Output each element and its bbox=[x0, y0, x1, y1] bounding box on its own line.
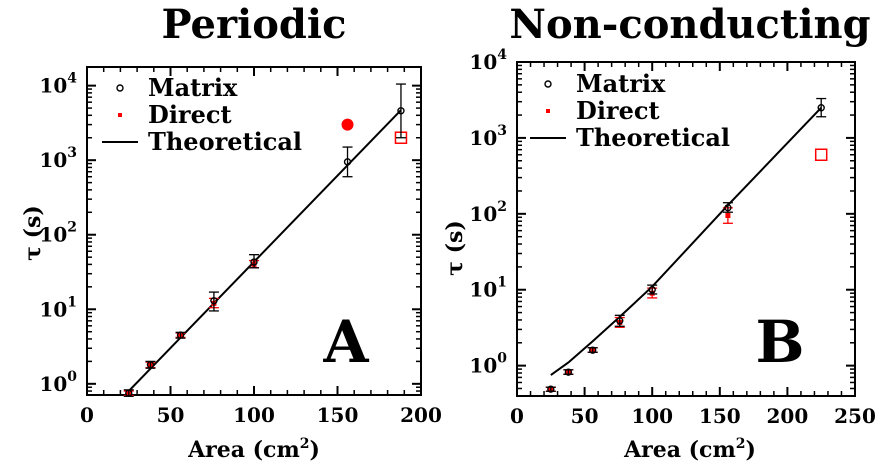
p1-legend-matrix-marker bbox=[544, 80, 552, 88]
p1-y-tick-label: 102 bbox=[469, 199, 507, 226]
p1-matrix-point bbox=[564, 368, 573, 376]
p0-matrix-point bbox=[250, 258, 258, 266]
panel-a-xlabel-close: ) bbox=[309, 437, 319, 463]
panel-b-ylabel: τ (s) bbox=[442, 220, 468, 276]
panel-a-xlabel: Area (cm2) bbox=[187, 436, 320, 463]
p1-y-tick-label: 100 bbox=[469, 351, 507, 378]
p0-legend-label: Theoretical bbox=[148, 127, 302, 156]
panel-a-xlabel-text: Area (cm bbox=[187, 437, 300, 463]
panel-b-xlabel-close: ) bbox=[745, 437, 755, 463]
p1-matrix-point bbox=[547, 385, 555, 393]
p0-matrix-point bbox=[125, 389, 133, 397]
p0-y-tick-label: 104 bbox=[39, 71, 77, 98]
p1-matrix-point bbox=[589, 346, 597, 354]
p1-x-tick-label: 150 bbox=[699, 404, 741, 428]
p1-y-tick-label: 104 bbox=[469, 47, 507, 74]
p1-y-tick-label: 103 bbox=[469, 123, 507, 150]
p0-matrix-point bbox=[146, 361, 155, 369]
p1-legend-label: Matrix bbox=[576, 69, 666, 98]
panel-a-letter: A bbox=[322, 308, 369, 376]
p1-x-tick-label: 100 bbox=[631, 404, 673, 428]
p0-legend-matrix-marker bbox=[116, 84, 124, 92]
p0-direct-filled-marker bbox=[341, 118, 354, 131]
p1-legend-direct-marker bbox=[546, 109, 550, 113]
panel-a-title: Periodic bbox=[162, 1, 347, 48]
p0-matrix-point bbox=[343, 158, 352, 166]
p0-x-tick-label: 0 bbox=[80, 403, 94, 427]
p0-legend-direct-marker bbox=[118, 113, 122, 117]
p0-x-tick-label: 200 bbox=[400, 403, 442, 427]
p0-y-tick-label: 101 bbox=[39, 294, 77, 321]
p0-y-tick-label: 103 bbox=[39, 145, 77, 172]
p0-y-tick-label: 100 bbox=[39, 369, 77, 396]
panel-b-xlabel: Area (cm2) bbox=[623, 436, 756, 463]
p1-legend-label: Direct bbox=[576, 96, 660, 125]
p1-direct-point bbox=[725, 213, 731, 219]
panel-b-xlabel-sup: 2 bbox=[736, 436, 746, 452]
p0-legend-label: Direct bbox=[148, 100, 232, 129]
p1-direct-open-marker bbox=[814, 148, 828, 161]
p0-theoretical-line bbox=[128, 109, 402, 392]
p0-matrix-point bbox=[210, 297, 218, 305]
p0-x-tick-label: 50 bbox=[157, 403, 185, 427]
p1-x-tick-label: 200 bbox=[767, 404, 809, 428]
panel-b-xlabel-text: Area (cm bbox=[623, 437, 736, 463]
panel-a-ylabel: τ (s) bbox=[20, 205, 46, 261]
p1-x-tick-label: 50 bbox=[571, 404, 599, 428]
panel-b: Non-conducting τ (s) Area (cm2) B 0 50 100… bbox=[442, 1, 876, 463]
p0-y-tick-label: 102 bbox=[39, 220, 77, 247]
p1-matrix-point bbox=[817, 104, 825, 112]
p1-matrix-point bbox=[648, 286, 656, 294]
p1-plot-frame bbox=[516, 61, 856, 397]
p1-y-tick-label: 101 bbox=[469, 275, 507, 302]
panel-b-letter: B bbox=[755, 308, 804, 376]
panel-a-xlabel-sup: 2 bbox=[300, 436, 310, 452]
p0-x-tick-label: 100 bbox=[233, 403, 275, 427]
p1-x-tick-label: 250 bbox=[834, 404, 876, 428]
p1-x-tick-label: 0 bbox=[510, 404, 524, 428]
p0-x-tick-label: 150 bbox=[317, 403, 359, 427]
p0-legend-label: Matrix bbox=[148, 73, 238, 102]
p0-matrix-point bbox=[397, 107, 405, 115]
p1-matrix-point bbox=[724, 204, 732, 212]
p0-matrix-point bbox=[176, 331, 185, 339]
p1-legend-label: Theoretical bbox=[576, 123, 730, 152]
panel-b-title: Non-conducting bbox=[509, 1, 870, 48]
p1-matrix-point bbox=[616, 317, 624, 325]
panel-a: Periodic τ (s) Area (cm2) A 0 50 100 150 200… bbox=[20, 1, 442, 463]
p0-plot-frame bbox=[86, 66, 422, 396]
